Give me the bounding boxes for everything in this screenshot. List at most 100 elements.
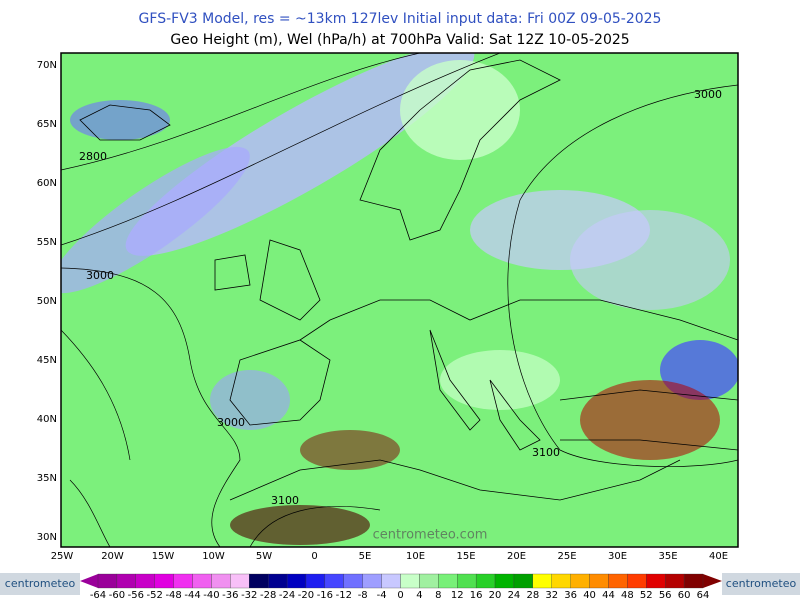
colorbar-label: 56 [659, 590, 672, 600]
colorbar-label: -48 [165, 590, 181, 600]
colorbar-label: -40 [203, 590, 219, 600]
contour-label: 3000 [217, 416, 245, 429]
colorbar-swatch [286, 573, 307, 589]
colorbar-swatch [513, 573, 533, 589]
colorbar-swatch [646, 573, 666, 589]
colorbar-swatch [551, 573, 571, 589]
colorbar-label: 64 [697, 590, 710, 600]
contour-label: 3000 [694, 88, 722, 101]
logo: centrometeo [5, 577, 76, 590]
subtitle: Geo Height (m), Wel (hPa/h) at 700hPa Va… [170, 32, 629, 48]
colorbar-label: 36 [564, 590, 577, 600]
lon-label: 40E [709, 551, 728, 562]
colorbar-label: 44 [602, 590, 615, 600]
colorbar-label: 48 [621, 590, 634, 600]
contour-label: 3100 [532, 446, 560, 459]
colorbar-extend [80, 574, 98, 588]
lon-label: 20E [507, 551, 526, 562]
map-frame [60, 52, 739, 548]
colorbar-label: -56 [128, 590, 144, 600]
logo: centrometeo [726, 577, 797, 590]
title: GFS-FV3 Model, res = ~13km 127lev Initia… [139, 11, 662, 27]
colorbar-extend [703, 574, 722, 588]
lat-label: 45N [37, 355, 57, 366]
lon-label: 0 [311, 551, 317, 562]
lon-label: 10E [406, 551, 425, 562]
colorbar-swatch [457, 573, 477, 589]
colorbar-label: 40 [583, 590, 596, 600]
lon-label: 25W [51, 551, 74, 562]
colorbar-swatch [249, 573, 269, 589]
colorbar-swatch [532, 573, 552, 589]
colorbar-label: -24 [279, 590, 295, 600]
colorbar-swatch [683, 573, 704, 589]
colorbar-label: -64 [90, 590, 106, 600]
colorbar-swatch [192, 573, 212, 589]
colorbar-swatch [97, 573, 118, 589]
colorbar-swatch [362, 573, 382, 589]
colorbar-swatch [268, 573, 288, 589]
lat-label: 70N [37, 60, 57, 71]
lat-label: 40N [37, 414, 57, 425]
lat-label: 55N [37, 237, 57, 248]
colorbar-swatch [230, 573, 250, 589]
lat-label: 60N [37, 178, 57, 189]
lon-label: 10W [202, 551, 225, 562]
lon-label: 5E [359, 551, 372, 562]
colorbar-swatch [608, 573, 628, 589]
colorbar-label: -4 [377, 590, 387, 600]
colorbar-swatch [381, 573, 401, 589]
colorbar-label: -20 [298, 590, 314, 600]
colorbar-label: -16 [317, 590, 333, 600]
colorbar-label: -8 [358, 590, 368, 600]
colorbar-label: -12 [336, 590, 352, 600]
colorbar-swatch [343, 573, 363, 589]
colorbar-swatch [211, 573, 231, 589]
colorbar-swatch [154, 573, 174, 589]
colorbar-swatch [665, 573, 685, 589]
lon-label: 35E [658, 551, 677, 562]
contour-label: 2800 [79, 150, 107, 163]
colorbar-label: 8 [435, 590, 441, 600]
colorbar-label: 16 [470, 590, 483, 600]
lon-label: 15W [152, 551, 175, 562]
colorbar-label: -32 [241, 590, 257, 600]
colorbar-label: -28 [260, 590, 276, 600]
colorbar-swatch [324, 573, 344, 589]
logo-box [0, 573, 80, 595]
colorbar-label: 32 [545, 590, 558, 600]
colorbar: centrometeo centrometeo [0, 573, 800, 595]
lat-label: 65N [37, 119, 57, 130]
colorbar-swatch [135, 573, 155, 589]
lon-label: 30E [608, 551, 627, 562]
lat-label: 50N [37, 296, 57, 307]
colorbar-swatch [627, 573, 647, 589]
lat-label: 35N [37, 473, 57, 484]
lon-label: 20W [101, 551, 124, 562]
colorbar-swatch [116, 573, 136, 589]
colorbar-label: 20 [489, 590, 502, 600]
colorbar-label: -60 [109, 590, 125, 600]
lon-label: 5W [256, 551, 272, 562]
colorbar-label: -44 [184, 590, 200, 600]
colorbar-label: 24 [508, 590, 521, 600]
contour-label: 3000 [86, 269, 114, 282]
watermark: centrometeo.com [373, 528, 488, 543]
colorbar-swatch [173, 573, 193, 589]
lon-label: 15E [456, 551, 475, 562]
colorbar-label: 4 [416, 590, 422, 600]
map-field [61, 53, 738, 547]
colorbar-swatch [570, 573, 590, 589]
colorbar-swatch [419, 573, 439, 589]
colorbar-swatch [475, 573, 496, 589]
colorbar-swatch [589, 573, 609, 589]
colorbar-swatch [494, 573, 515, 589]
contour-label: 3100 [271, 494, 299, 507]
colorbar-label: 12 [451, 590, 464, 600]
lat-label: 30N [37, 532, 57, 543]
colorbar-label: -36 [222, 590, 238, 600]
colorbar-label: 52 [640, 590, 653, 600]
logo-box [722, 573, 800, 595]
colorbar-label: -52 [147, 590, 163, 600]
